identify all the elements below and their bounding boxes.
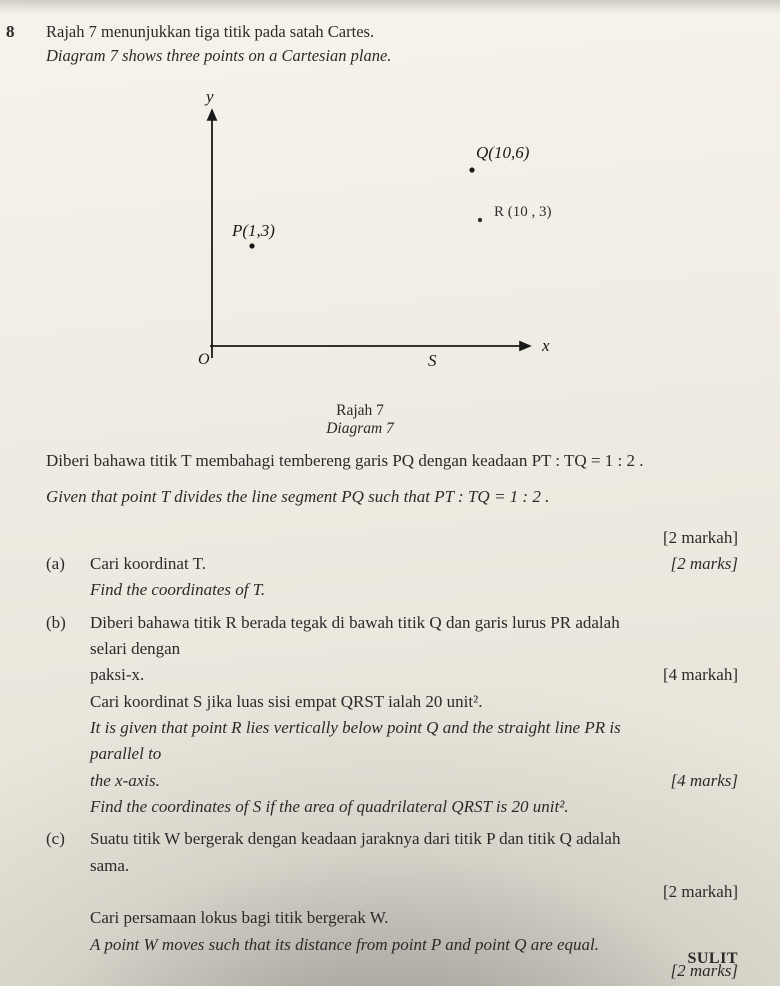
diagram-caption-ms: Rajah 7 xyxy=(0,402,738,420)
part-b-ms-1: Diberi bahawa titik R berada tegak di ba… xyxy=(90,610,632,663)
marks-b-ms: [4 markah] xyxy=(640,662,738,688)
part-b-ms-3: Cari koordinat S jika luas sisi empat QR… xyxy=(90,689,632,715)
point-P xyxy=(249,243,254,248)
marks-a-en: [2 marks] xyxy=(640,551,738,577)
given-en: Given that point T divides the line segm… xyxy=(46,484,738,510)
x-axis-label: x xyxy=(541,336,550,355)
origin-label: O xyxy=(198,351,210,368)
stem-line-en: Diagram 7 shows three points on a Cartes… xyxy=(46,44,738,68)
cartesian-svg: O y x S P(1,3) Q(10,6) R (10 , 3) xyxy=(142,86,612,396)
diagram-caption-en: Diagram 7 xyxy=(0,420,738,438)
part-b-en-2: the x-axis. xyxy=(90,768,632,794)
point-S-label: S xyxy=(428,351,437,370)
part-a-ms: Cari koordinat T. xyxy=(90,551,632,577)
part-b-en-1: It is given that point R lies vertically… xyxy=(90,715,632,768)
y-axis-label: y xyxy=(204,87,214,106)
given-ms: Diberi bahawa titik T membahagi temberen… xyxy=(46,448,738,474)
point-R-label-hand: R (10 , 3) xyxy=(494,204,552,220)
footer-sulit: SULIT xyxy=(687,950,738,968)
marks-a-ms: [2 markah] xyxy=(640,525,738,551)
part-c-label: (c) xyxy=(46,826,82,879)
part-c-ms-2: Cari persamaan lokus bagi titik bergerak… xyxy=(90,905,632,931)
point-P-label: P(1,3) xyxy=(231,221,275,240)
part-c-en-1: A point W moves such that its distance f… xyxy=(90,932,632,958)
marks-b-en: [4 marks] xyxy=(640,768,738,794)
part-b-en-3: Find the coordinates of S if the area of… xyxy=(90,794,632,820)
point-R xyxy=(478,218,482,222)
part-b-label: (b) xyxy=(46,610,82,663)
part-c-ms-1: Suatu titik W bergerak dengan keadaan ja… xyxy=(90,826,632,879)
point-Q xyxy=(469,167,474,172)
part-a-en: Find the coordinates of T. xyxy=(90,577,632,603)
marks-c-ms: [2 markah] xyxy=(640,879,738,905)
question-number: 8 xyxy=(6,22,15,42)
part-b-ms-2: paksi-x. xyxy=(90,662,632,688)
stem-line-ms: Rajah 7 menunjukkan tiga titik pada sata… xyxy=(46,20,738,44)
part-a-label: (a) xyxy=(46,551,82,577)
diagram: O y x S P(1,3) Q(10,6) R (10 , 3) xyxy=(142,86,612,396)
point-Q-label: Q(10,6) xyxy=(476,143,530,162)
